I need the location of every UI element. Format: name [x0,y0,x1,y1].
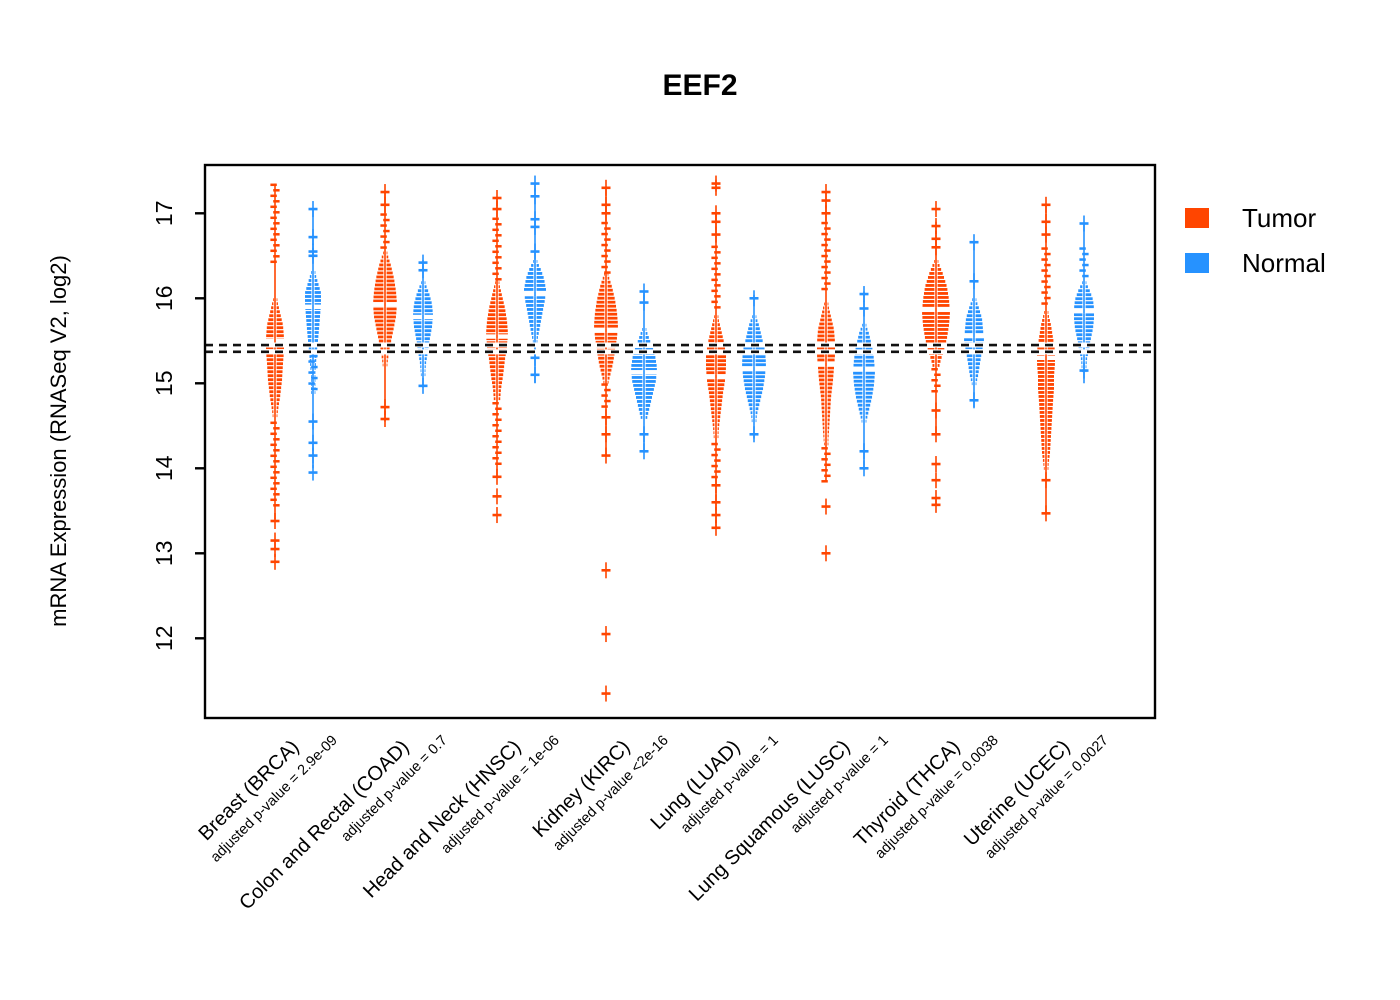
y-tick-label-12: 12 [151,626,177,652]
y-axis-title: mRNA Expression (RNASeq V2, log2) [46,255,71,627]
violin-tumor-Lung (LUAD) [700,175,732,536]
violin-normal-Thyroid (THCA) [958,234,990,409]
y-tick-label-16: 16 [151,286,177,312]
y-tick-label-14: 14 [151,455,177,481]
violin-normal-Lung (LUAD) [738,290,770,443]
violin-tumor-Head and Neck (HNSC) [481,190,513,524]
violin-tumor-Uterine (UCEC) [1030,196,1062,522]
violin-tumor-Breast (BRCA) [259,183,291,570]
legend-tumor-swatch [1185,208,1209,228]
violin-tumor-Lung Squamous (LUSC) [810,184,842,562]
violin-normal-Head and Neck (HNSC) [519,175,551,384]
plot-border [203,163,1157,720]
legend-normal-label: Normal [1242,248,1326,278]
y-tick-label-15: 15 [151,371,177,397]
y-tick-label-13: 13 [151,541,177,567]
violin-normal-Kidney (KIRC) [628,283,660,460]
violin-normal-Breast (BRCA) [297,201,329,481]
chart-title: EEF2 [662,69,737,102]
violin-normal-Lung Squamous (LUSC) [848,286,880,477]
violin-tumor-Colon and Rectal (COAD) [369,184,401,427]
violin-tumor-Thyroid (THCA) [920,201,952,513]
legend-tumor-label: Tumor [1242,203,1316,233]
violin-normal-Uterine (UCEC) [1068,215,1100,384]
legend-normal-swatch [1185,253,1209,273]
y-tick-label-17: 17 [151,201,177,227]
violin-tumor-Kidney (KIRC) [590,179,622,702]
legend: Tumor Normal [1185,203,1326,278]
violin-normal-Colon and Rectal (COAD) [407,254,439,394]
